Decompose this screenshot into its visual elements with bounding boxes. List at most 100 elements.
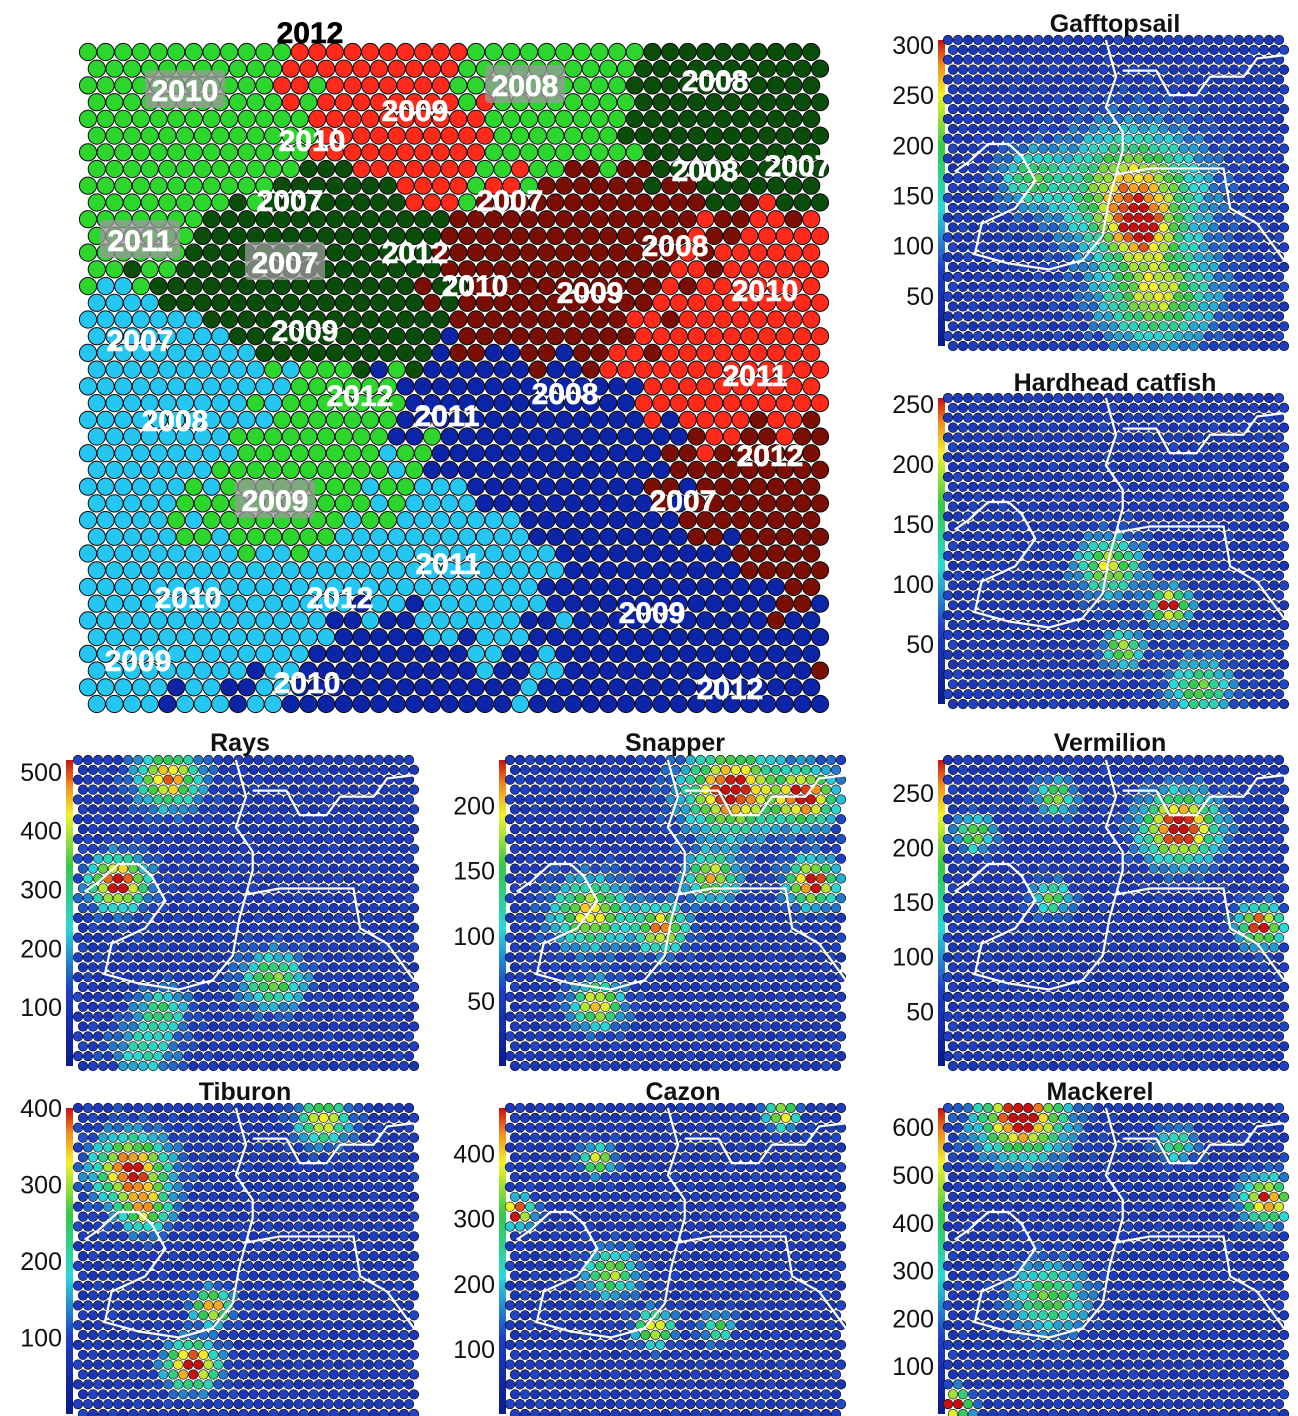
heat-cell bbox=[193, 754, 204, 766]
heat-cell bbox=[1123, 531, 1134, 542]
heat-cell bbox=[1188, 202, 1199, 213]
heat-cell bbox=[148, 922, 159, 933]
heat-cell bbox=[168, 1060, 179, 1072]
heat-cell bbox=[1088, 560, 1099, 571]
heat-cell bbox=[213, 1050, 224, 1062]
heat-cell bbox=[343, 991, 354, 1003]
heat-cell bbox=[1003, 153, 1014, 164]
heat-cell bbox=[1218, 481, 1229, 492]
heat-cell bbox=[173, 794, 184, 805]
heat-cell bbox=[1013, 570, 1024, 581]
heat-cell bbox=[223, 972, 234, 983]
heat-cell bbox=[163, 1011, 174, 1022]
map-cell bbox=[599, 427, 618, 446]
heat-cell bbox=[353, 814, 364, 825]
heat-cell bbox=[1123, 649, 1134, 660]
heat-cell bbox=[1248, 123, 1259, 134]
heat-cell bbox=[957, 540, 969, 552]
heat-cell bbox=[163, 972, 174, 983]
heat-cell bbox=[942, 252, 954, 263]
heat-cell bbox=[947, 639, 959, 650]
map-cell bbox=[387, 293, 406, 312]
heat-cell bbox=[1123, 550, 1134, 562]
heat-cell bbox=[153, 991, 164, 1003]
map-cell bbox=[722, 494, 741, 513]
heat-cell bbox=[107, 784, 119, 795]
heat-cell bbox=[1253, 212, 1264, 223]
heat-cell bbox=[117, 981, 129, 993]
heat-cell bbox=[998, 521, 1009, 532]
heat-cell bbox=[982, 452, 994, 463]
map-cell bbox=[114, 444, 133, 463]
heat-cell bbox=[1018, 462, 1029, 473]
heat-cell bbox=[203, 1011, 214, 1022]
map-cell bbox=[131, 42, 150, 62]
heat-cell bbox=[1273, 311, 1285, 322]
map-cell bbox=[255, 310, 274, 329]
heat-cell bbox=[1123, 392, 1134, 404]
heat-cell bbox=[72, 1011, 84, 1022]
map-cell bbox=[555, 410, 574, 429]
map-cell bbox=[387, 327, 406, 346]
heat-cell bbox=[1183, 688, 1194, 700]
heat-cell bbox=[952, 649, 964, 660]
heat-cell bbox=[398, 1021, 410, 1032]
heat-cell bbox=[1028, 143, 1039, 154]
heat-cell bbox=[138, 823, 149, 835]
map-cell bbox=[281, 427, 300, 446]
heat-cell bbox=[1028, 501, 1039, 512]
heat-cell bbox=[998, 340, 1009, 352]
heat-cell bbox=[1153, 491, 1164, 502]
map-cell bbox=[228, 260, 247, 279]
map-cell bbox=[705, 628, 724, 647]
heat-cell bbox=[1178, 560, 1189, 571]
heat-cell bbox=[1258, 600, 1269, 611]
heat-cell bbox=[223, 1031, 234, 1042]
heat-cell bbox=[102, 991, 114, 1003]
map-cell bbox=[458, 460, 477, 479]
heat-cell bbox=[388, 843, 400, 854]
map-cell bbox=[766, 109, 786, 129]
map-cell bbox=[466, 611, 486, 630]
heat-cell bbox=[1053, 74, 1064, 85]
heat-cell bbox=[1223, 392, 1234, 404]
heat-cell bbox=[998, 163, 1009, 174]
heat-cell bbox=[168, 764, 179, 776]
map-cell bbox=[431, 343, 450, 362]
heat-cell bbox=[1133, 688, 1144, 700]
map-cell bbox=[387, 494, 406, 513]
heat-cell bbox=[353, 873, 364, 884]
map-cell bbox=[802, 577, 821, 597]
map-cell bbox=[484, 510, 503, 530]
map-cell bbox=[625, 42, 644, 62]
heat-cell bbox=[1213, 412, 1224, 423]
heat-cell bbox=[1058, 103, 1069, 115]
heat-cell bbox=[133, 794, 144, 805]
heat-cell bbox=[1253, 291, 1264, 302]
heat-cell bbox=[1123, 252, 1134, 263]
map-cell bbox=[140, 327, 159, 346]
heat-cell bbox=[1223, 252, 1234, 263]
map-cell bbox=[749, 76, 768, 95]
map-cell bbox=[449, 42, 468, 62]
heat-cell bbox=[72, 833, 84, 845]
heat-cell bbox=[1153, 392, 1164, 404]
heat-cell bbox=[992, 432, 1004, 443]
heat-cell bbox=[1158, 222, 1169, 233]
map-cell bbox=[546, 694, 565, 714]
heat-cell bbox=[1078, 540, 1089, 552]
heat-cell bbox=[1118, 44, 1129, 56]
heat-cell bbox=[987, 261, 999, 273]
heat-cell bbox=[1173, 173, 1184, 184]
map-cell bbox=[546, 460, 565, 479]
map-cell bbox=[105, 59, 124, 78]
heat-cell bbox=[1053, 113, 1064, 125]
heat-cell bbox=[1208, 183, 1219, 194]
heat-cell bbox=[987, 163, 999, 174]
heat-cell bbox=[97, 863, 109, 874]
heat-cell bbox=[998, 301, 1009, 312]
map-cell bbox=[449, 243, 468, 262]
heat-cell bbox=[1093, 432, 1104, 443]
heat-cell bbox=[183, 754, 194, 766]
